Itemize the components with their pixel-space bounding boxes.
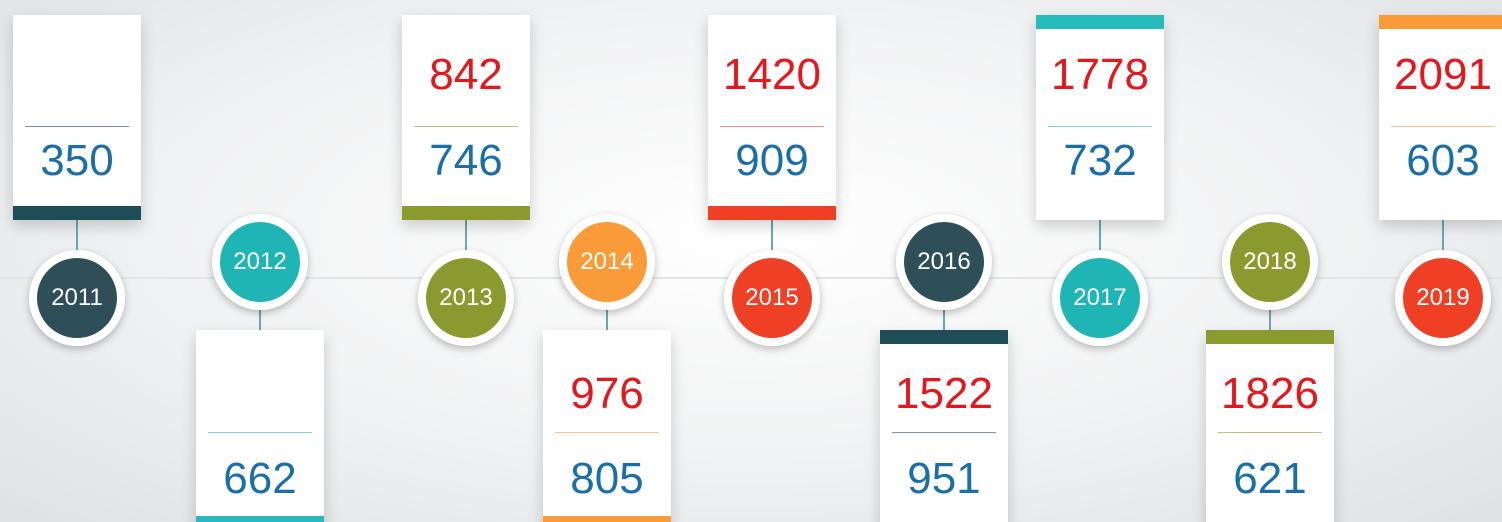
divider <box>1391 126 1495 127</box>
card: 1522 951 <box>880 330 1008 522</box>
card: 350 <box>13 15 141 220</box>
divider <box>892 432 996 433</box>
year-circle: 2018 <box>1222 214 1318 310</box>
year-label: 2013 <box>426 258 506 338</box>
card: 1826 621 <box>1206 330 1334 522</box>
red-value: 2091 <box>1394 50 1492 99</box>
year-circle: 2011 <box>29 250 125 346</box>
red-value: 1420 <box>723 50 821 99</box>
year-circle: 2013 <box>418 250 514 346</box>
divider <box>555 432 659 433</box>
card-bar <box>880 330 1008 344</box>
card-bar <box>402 206 530 220</box>
divider <box>414 126 518 127</box>
divider <box>25 126 129 127</box>
card-bar <box>543 516 671 522</box>
divider <box>208 432 312 433</box>
divider <box>720 126 824 127</box>
card-bar <box>13 206 141 220</box>
red-value: 842 <box>429 50 503 99</box>
blue-value: 662 <box>223 454 297 503</box>
card-bar <box>1036 15 1164 29</box>
red-value: 1522 <box>895 369 993 418</box>
card: 1420 909 <box>708 15 836 220</box>
year-circle: 2019 <box>1395 250 1491 346</box>
blue-value: 909 <box>735 136 809 185</box>
year-label: 2014 <box>567 222 647 302</box>
card: 842 746 <box>402 15 530 220</box>
year-circle: 2014 <box>559 214 655 310</box>
blue-value: 350 <box>40 136 114 185</box>
blue-value: 951 <box>907 454 981 503</box>
blue-value: 746 <box>429 136 503 185</box>
divider <box>1048 126 1152 127</box>
year-label: 2012 <box>220 222 300 302</box>
red-value: 976 <box>570 369 644 418</box>
year-circle: 2016 <box>896 214 992 310</box>
blue-value: 621 <box>1233 454 1307 503</box>
divider <box>1218 432 1322 433</box>
card-bar <box>1379 15 1502 29</box>
year-label: 2017 <box>1060 258 1140 338</box>
red-value: 1778 <box>1051 50 1149 99</box>
year-label: 2016 <box>904 222 984 302</box>
year-label: 2011 <box>37 258 117 338</box>
card: 976 805 <box>543 330 671 522</box>
year-circle: 2012 <box>212 214 308 310</box>
year-label: 2019 <box>1403 258 1483 338</box>
card-bar <box>708 206 836 220</box>
card: 1778 732 <box>1036 15 1164 220</box>
year-label: 2015 <box>732 258 812 338</box>
card-bar <box>1206 330 1334 344</box>
card: 2091 603 <box>1379 15 1502 220</box>
card: 662 <box>196 330 324 522</box>
blue-value: 805 <box>570 454 644 503</box>
year-label: 2018 <box>1230 222 1310 302</box>
blue-value: 603 <box>1406 136 1480 185</box>
card-bar <box>196 516 324 522</box>
year-circle: 2017 <box>1052 250 1148 346</box>
red-value: 1826 <box>1221 369 1319 418</box>
blue-value: 732 <box>1063 136 1137 185</box>
year-circle: 2015 <box>724 250 820 346</box>
